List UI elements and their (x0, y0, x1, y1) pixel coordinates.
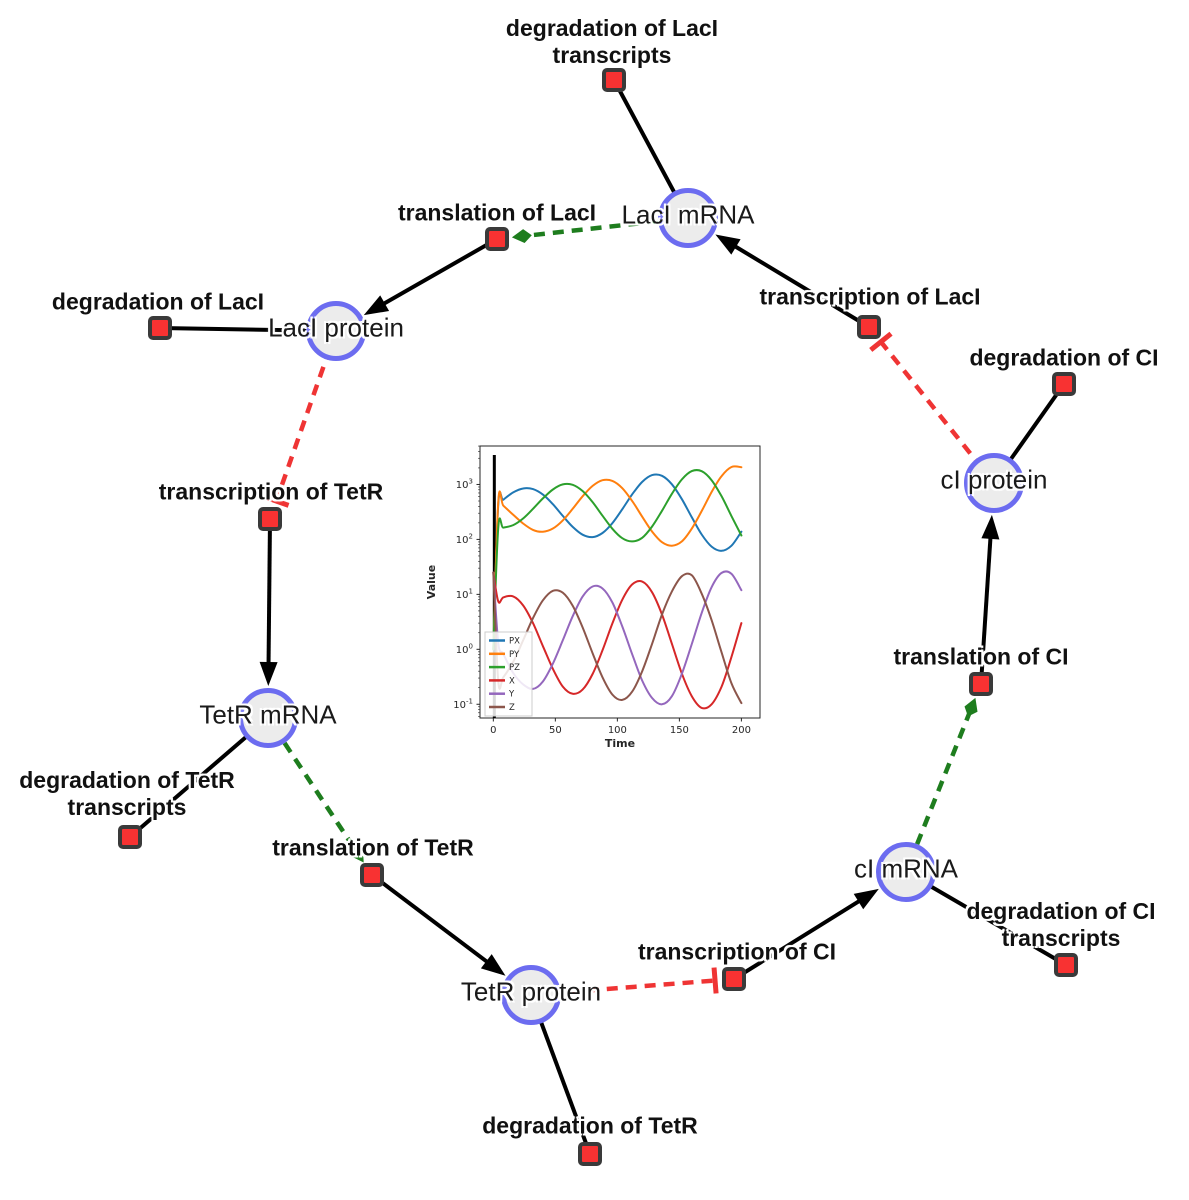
species-label-tetr-protein: TetR protein (460, 976, 602, 1007)
species-node-ci-protein[interactable] (964, 453, 1024, 513)
species-label-ci-mrna: cI mRNA (854, 853, 958, 884)
series-PZ-line (492, 469, 743, 651)
reaction-label-line: degradation of LacI (51, 288, 265, 315)
y-tick-label: 103 (456, 477, 473, 491)
y-tick-label: 100 (456, 642, 473, 656)
edge-production-transcription-of-laci-to-laci-mrna (715, 234, 871, 329)
y-axis: 10-1 100 101 102 103 Value (425, 445, 480, 717)
reaction-label-line: translation of CI (893, 643, 1069, 670)
edge-inhibition-tetr-protein-to-transcription-of-ci (530, 967, 719, 998)
reaction-node-translation-of-ci[interactable] (969, 672, 993, 696)
reaction-label-degradation-of-tetr-transcripts: degradation of TetR transcripts (19, 767, 235, 821)
edge-production-translation-of-tetr-to-tetr-protein (370, 873, 506, 976)
reaction-label-line: transcripts (552, 42, 672, 68)
x-tick-label: 100 (608, 725, 627, 736)
y-tick-label: 10-1 (453, 697, 473, 711)
reaction-label-transcription-of-laci: transcription of LacI (759, 284, 980, 311)
reaction-label-line: degradation of TetR (482, 1112, 698, 1139)
reaction-label-degradation-of-laci-transcripts: degradation of LacI transcripts (506, 15, 718, 69)
legend-label-X: X (509, 676, 515, 686)
reaction-label-line: transcription of TetR (158, 478, 384, 505)
reaction-label-line: transcription of LacI (759, 283, 981, 310)
reaction-label-translation-of-tetr: translation of TetR (272, 835, 473, 862)
species-label-laci-mrna: LacI mRNA (621, 199, 755, 230)
edge-modifier-laci-mrna-to-translation-of-laci (511, 219, 659, 243)
reaction-label-degradation-of-ci-transcripts: degradation of CI transcripts (966, 898, 1155, 952)
reaction-node-degradation-of-laci-transcripts[interactable] (602, 68, 626, 92)
reaction-label-line: transcription of CI (637, 938, 837, 965)
edge-modifier-tetr-mrna-to-translation-of-tetr (282, 741, 364, 863)
timeseries-chart: 0 50 100 150 200Time10-1100101102103ValuePXP… (425, 445, 761, 750)
x-axis-label: Time (605, 737, 635, 750)
reaction-label-line: translation of LacI (397, 199, 597, 226)
series-PY-line (492, 465, 743, 651)
reaction-node-degradation-of-laci[interactable] (148, 316, 172, 340)
species-node-ci-mrna[interactable] (876, 842, 936, 902)
edge-production-translation-of-ci-to-ci-protein (979, 514, 1000, 685)
x-tick-label: 0 (490, 725, 496, 736)
series-X-line (492, 571, 743, 710)
legend-label-PY: PY (509, 650, 520, 660)
legend-label-Y: Y (508, 690, 515, 700)
edge-consumption-ci-mrna-to-degradation-of-ci-transcripts (904, 870, 1068, 967)
edge-modifier-ci-mrna-to-translation-of-ci (915, 697, 978, 845)
legend-label-PX: PX (509, 637, 520, 647)
species-label-laci-protein: LacI protein (268, 312, 404, 343)
species-node-tetr-protein[interactable] (501, 965, 561, 1025)
reaction-label-line: transcripts (1001, 925, 1121, 951)
species-label-tetr-mrna: TetR mRNA (199, 699, 337, 730)
reaction-node-transcription-of-ci[interactable] (722, 967, 746, 991)
reaction-label-transcription-of-tetr: transcription of TetR (159, 479, 383, 506)
reaction-label-transcription-of-ci: transcription of CI (638, 939, 836, 966)
y-tick-label: 102 (456, 532, 473, 546)
edge-inhibition-ci-protein-to-transcription-of-laci (869, 331, 996, 485)
reaction-node-degradation-of-tetr-transcripts[interactable] (118, 825, 142, 849)
reaction-label-line: degradation of CI (969, 344, 1159, 371)
species-label-ci-protein: cI protein (940, 464, 1048, 495)
edge-production-transcription-of-tetr-to-tetr-mrna (259, 518, 278, 686)
legend-label-Z: Z (509, 703, 515, 713)
reaction-label-degradation-of-laci: degradation of LacI (52, 289, 264, 316)
reaction-node-transcription-of-tetr[interactable] (258, 507, 282, 531)
reaction-label-line: degradation of TetR (19, 767, 235, 793)
species-node-tetr-mrna[interactable] (238, 688, 298, 748)
reaction-label-translation-of-laci: translation of LacI (398, 200, 596, 227)
reaction-node-translation-of-tetr[interactable] (360, 863, 384, 887)
y-tick-label: 101 (456, 587, 473, 601)
x-tick-label: 50 (549, 725, 562, 736)
reaction-label-line: degradation of CI (966, 898, 1156, 924)
reaction-node-degradation-of-tetr[interactable] (578, 1142, 602, 1166)
reaction-node-degradation-of-ci[interactable] (1052, 372, 1076, 396)
y-axis-label: Value (425, 565, 438, 599)
legend-label-PZ: PZ (509, 663, 520, 673)
species-node-laci-protein[interactable] (306, 301, 366, 361)
reaction-node-degradation-of-ci-transcripts[interactable] (1054, 953, 1078, 977)
edge-production-transcription-of-ci-to-ci-mrna (732, 888, 879, 981)
x-tick-label: 200 (732, 725, 751, 736)
x-tick-label: 150 (670, 725, 689, 736)
reaction-node-transcription-of-laci[interactable] (857, 315, 881, 339)
reaction-label-line: translation of TetR (272, 834, 474, 861)
reaction-label-degradation-of-ci: degradation of CI (969, 345, 1158, 372)
x-axis: 0 50 100 150 200 Time (490, 718, 751, 750)
reaction-label-degradation-of-tetr: degradation of TetR (482, 1113, 698, 1140)
species-node-laci-mrna[interactable] (658, 188, 718, 248)
edge-production-translation-of-laci-to-laci-protein (363, 237, 498, 316)
reaction-label-line: degradation of LacI (505, 15, 719, 41)
chart-legend: PX PY PZ XYZ (484, 631, 533, 717)
reaction-label-translation-of-ci: translation of CI (893, 644, 1068, 671)
reaction-node-translation-of-laci[interactable] (485, 227, 509, 251)
edge-inhibition-laci-protein-to-transcription-of-tetr (263, 330, 339, 508)
reaction-label-line: transcripts (67, 794, 187, 820)
